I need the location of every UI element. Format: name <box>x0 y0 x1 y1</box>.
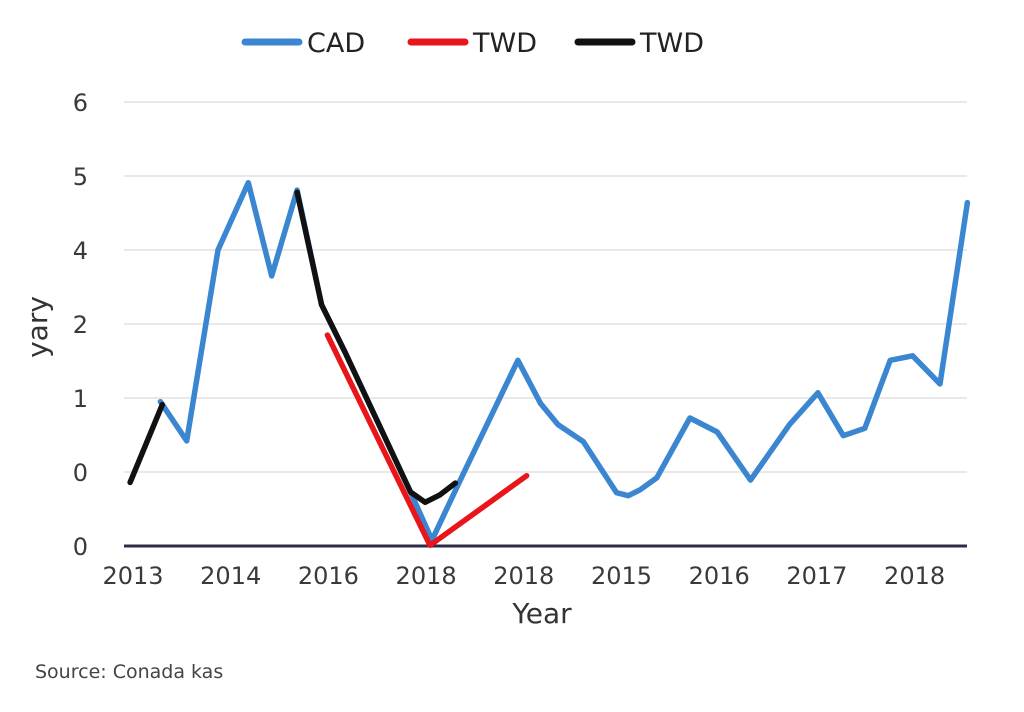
legend: CAD TWD TWD <box>241 28 704 59</box>
x-tick-label: 2018 <box>884 562 945 590</box>
y-tick-label: 4 <box>73 237 88 265</box>
x-tick-label: 2015 <box>591 562 652 590</box>
y-tick-label: 6 <box>73 89 88 117</box>
x-tick-label: 2016 <box>689 562 750 590</box>
legend-label: TWD <box>472 28 537 59</box>
y-tick-label: 0 <box>73 533 88 561</box>
source-note: Source: Conada kas <box>35 661 223 683</box>
series-lines <box>127 179 971 549</box>
series-line-cad-0 <box>157 179 971 543</box>
y-tick-label: 1 <box>73 385 88 413</box>
y-tick-label: 2 <box>73 311 88 339</box>
x-tick-label: 2016 <box>298 562 359 590</box>
legend-label: TWD <box>639 28 704 59</box>
y-axis-label: yary <box>21 296 54 358</box>
x-tick-labels: 2013 2014 2016 2018 2018 2015 2016 2017 2018 <box>102 562 945 590</box>
x-tick-label: 2017 <box>786 562 847 590</box>
y-tick-label: 5 <box>73 163 88 191</box>
x-tick-label: 2018 <box>396 562 457 590</box>
y-tick-labels: 0 0 1 2 4 5 6 <box>73 89 88 561</box>
x-tick-label: 2014 <box>200 562 261 590</box>
legend-label: CAD <box>307 28 365 59</box>
x-tick-label: 2013 <box>102 562 163 590</box>
y-tick-label: 0 <box>73 459 88 487</box>
series-line-twd-2 <box>127 189 459 506</box>
x-tick-label: 2018 <box>493 562 554 590</box>
gridlines <box>124 101 967 473</box>
series-line-twd-1 <box>324 332 530 549</box>
x-axis-label: Year <box>511 597 572 630</box>
